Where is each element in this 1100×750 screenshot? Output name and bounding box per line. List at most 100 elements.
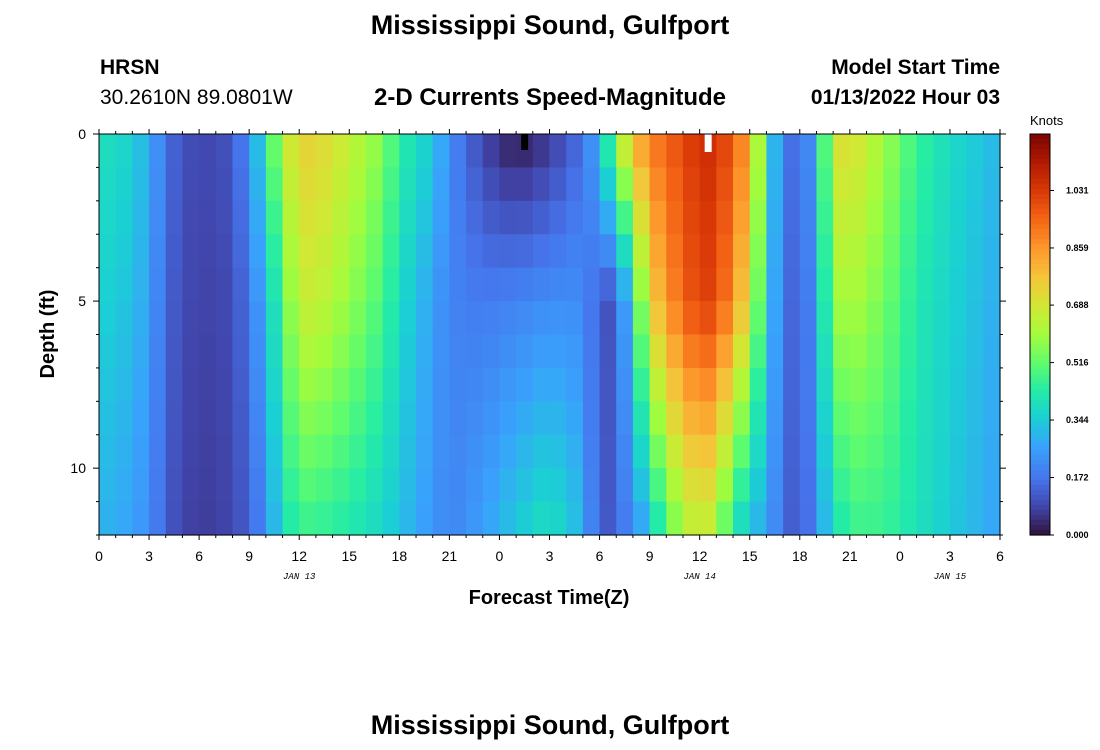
heatmap-cell [516,200,534,235]
heatmap-cell [332,334,350,369]
heatmap-cell [666,267,684,302]
colorbar-segment [1030,514,1050,521]
heatmap-cell [299,367,317,402]
heatmap-cell [382,301,400,336]
colorbar-segment [1030,354,1050,361]
heatmap-cell [666,501,684,536]
heatmap-cell [716,134,734,169]
heatmap-cell [382,200,400,235]
heatmap-cell [165,234,184,269]
heatmap-cell [766,301,784,336]
heatmap-cell [649,501,667,536]
heatmap-cell [933,401,951,436]
heatmap-cell [716,501,734,536]
y-axis: 0 5 10 [70,126,1006,536]
heatmap-cell [215,401,234,436]
heatmap-cell [265,501,284,536]
heatmap-cell [549,267,567,302]
colorbar-segment [1030,464,1050,471]
colorbar-segment [1030,474,1050,481]
heatmap-cell [883,367,901,402]
heatmap-cell [983,501,1001,536]
heatmap-cell [232,401,250,436]
heatmap-cell [916,134,934,169]
heatmap-cell [199,167,217,202]
colorbar-segment [1030,324,1050,331]
heatmap-cell [883,301,901,336]
station-id: HRSN [100,56,160,79]
heatmap-cell [582,267,601,302]
heatmap-cell [516,167,534,202]
x-tick-label: 6 [596,548,604,564]
heatmap-cell [315,401,334,436]
heatmap-cell [833,367,851,402]
heatmap-cell [299,334,317,369]
heatmap-cell [349,501,367,536]
heatmap-cell [799,267,818,302]
heatmap-cell [733,468,751,503]
heatmap-cell [365,334,384,369]
heatmap-cell [899,401,918,436]
heatmap-cell [949,134,968,169]
heatmap-cell [766,200,784,235]
heatmap-cell [349,267,367,302]
heatmap-cell [382,401,400,436]
colorbar-segment [1030,294,1050,301]
heatmap-cell [482,234,501,269]
heatmap-cell [332,167,350,202]
heatmap-cell [199,501,217,536]
heatmap-cell [566,134,584,169]
colorbar-segment [1030,319,1050,326]
heatmap-cell [265,401,284,436]
heatmap-cell [916,367,934,402]
heatmap-cell [766,334,784,369]
y-tick-label: 0 [78,126,86,142]
heatmap-cell [299,234,317,269]
heatmap-cell [649,334,667,369]
x-tick-label: 18 [792,548,808,564]
heatmap-cell [766,401,784,436]
heatmap-cell [733,134,751,169]
heatmap-cell [749,401,768,436]
heatmap-cell [899,234,918,269]
heatmap-cell [299,468,317,503]
colorbar-segment [1030,149,1050,155]
heatmap-cell [816,334,834,369]
heatmap-cell [783,468,801,503]
heatmap-cell [399,468,417,503]
data-gap-marker [704,134,712,152]
heatmap-cell [799,501,818,536]
heatmap-cell [315,434,334,469]
heatmap-cell [833,301,851,336]
heatmap-cell [282,468,300,503]
heatmap-cell [616,401,634,436]
heatmap-cell [749,200,768,235]
heatmap-cell [516,434,534,469]
heatmap-cell [532,267,551,302]
heatmap-cell [532,434,551,469]
heatmap-cell [866,334,884,369]
heatmap-cell [532,468,551,503]
heatmap-cell [916,200,934,235]
heatmap-cell [132,468,150,503]
heatmap-cell [432,334,450,369]
heatmap-cell [783,134,801,169]
heatmap-cell [532,501,551,536]
heatmap-cell [265,200,284,235]
heatmap-cell [132,267,150,302]
heatmap-cell [933,200,951,235]
colorbar-segment [1030,369,1050,376]
heatmap-cell [799,167,818,202]
heatmap-cell [182,134,200,169]
colorbar-segment [1030,394,1050,401]
heatmap-cell [916,301,934,336]
heatmap-cell [933,501,951,536]
heatmap-cell [532,167,551,202]
heatmap-cell [716,401,734,436]
heatmap-cell [182,200,200,235]
heatmap-cell [416,200,434,235]
heatmap-cell [232,334,250,369]
heatmap-cell [315,301,334,336]
heatmap-cell [132,134,150,169]
heatmap-cell [165,367,184,402]
